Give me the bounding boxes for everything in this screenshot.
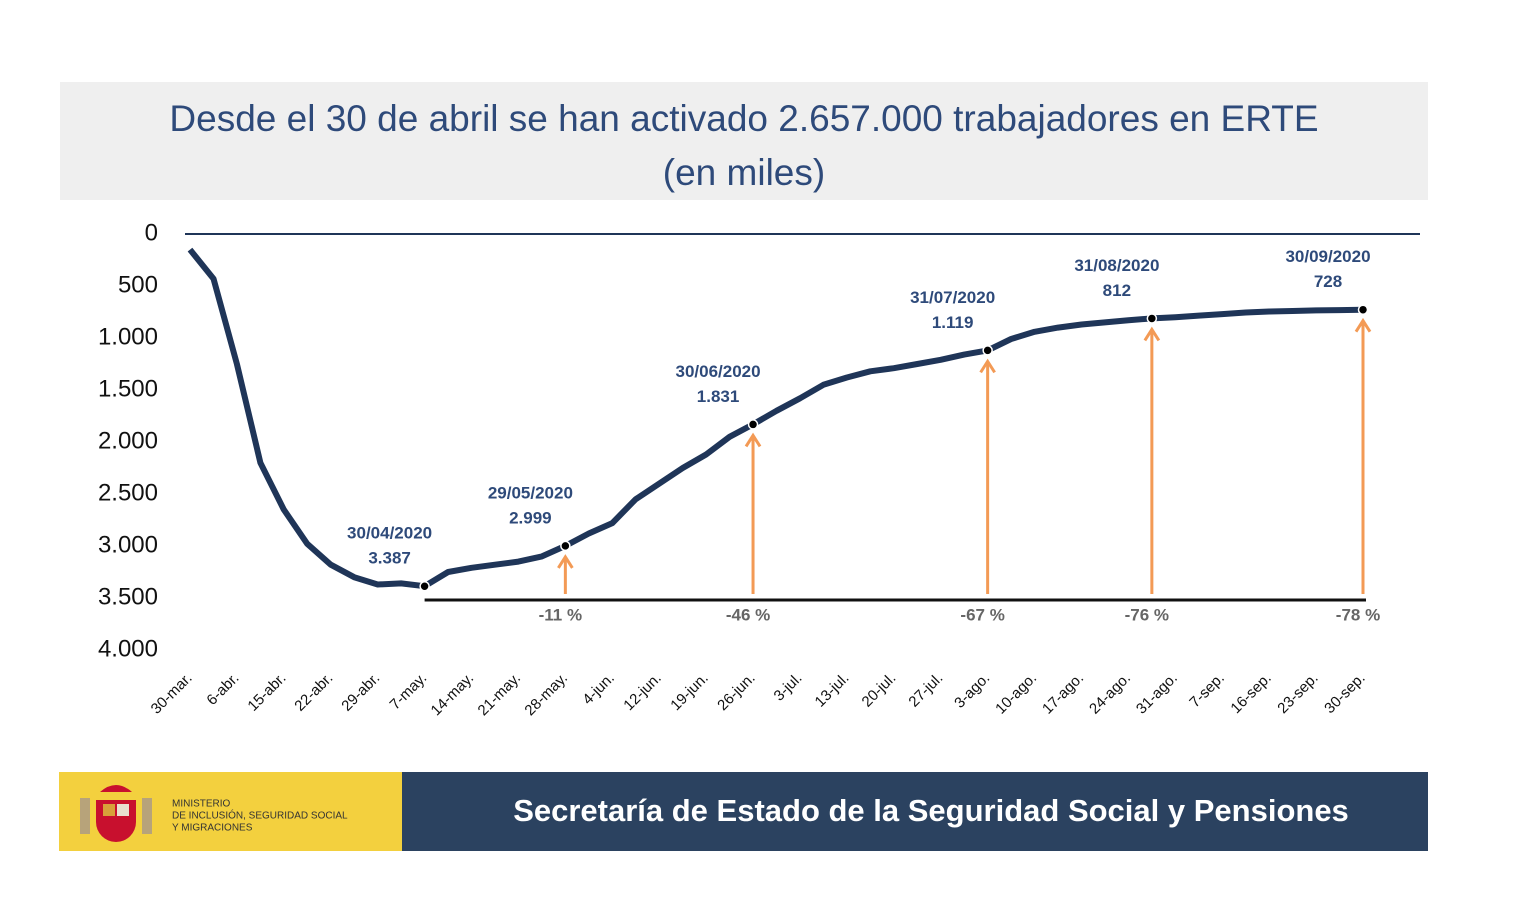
x-tick-label: 22-abr.	[291, 670, 336, 715]
annotation-point	[747, 419, 759, 430]
x-tick-label: 3-ago.	[951, 670, 993, 712]
annotation-point	[1146, 313, 1158, 324]
ministry-line: DE INCLUSIÓN, SEGURIDAD SOCIAL	[172, 809, 348, 822]
x-tick-label: 17-ago.	[1039, 670, 1087, 718]
arrow-head	[1354, 317, 1372, 333]
y-tick-label: 1.500	[98, 375, 158, 402]
change-label: -78 %	[1336, 605, 1380, 624]
chart-subtitle: (en miles)	[663, 152, 825, 193]
y-tick-label: 500	[118, 271, 158, 298]
x-tick-label: 10-ago.	[992, 670, 1040, 718]
x-tick-label: 24-ago.	[1086, 670, 1134, 718]
annotation-value: 812	[1103, 281, 1131, 300]
change-label: -11 %	[539, 605, 582, 624]
annotation-value: 1.119	[932, 313, 974, 332]
x-tick-label: 13-jul.	[812, 670, 853, 711]
x-tick-label: 19-jun.	[667, 670, 711, 714]
annotation-value: 2.999	[509, 508, 552, 527]
x-tick-label: 30-mar.	[148, 670, 196, 718]
annotation-date: 29/05/2020	[488, 483, 573, 502]
x-tick-label: 28-may.	[521, 670, 571, 720]
title-box	[60, 82, 1428, 200]
y-tick-label: 2.500	[98, 479, 158, 506]
x-tick-label: 26-jun.	[714, 670, 758, 714]
annotation-date: 31/08/2020	[1074, 256, 1159, 275]
chart-title: Desde el 30 de abril se han activado 2.6…	[169, 98, 1318, 139]
y-tick-label: 3.500	[98, 583, 158, 610]
change-label: -76 %	[1125, 605, 1169, 624]
annotation-point	[419, 580, 430, 592]
ministry-line: Y MIGRACIONES	[172, 823, 253, 834]
data-line	[187, 247, 1364, 590]
annotation-point	[982, 345, 993, 356]
x-tick-label: 16-sep.	[1227, 670, 1274, 717]
annotation-point	[560, 540, 571, 552]
annotation-value: 3.387	[368, 549, 411, 568]
x-tick-label: 6-abr.	[203, 670, 242, 709]
y-tick-label: 3.000	[98, 531, 158, 558]
annotation-date: 31/07/2020	[910, 288, 995, 307]
arrow-head	[1143, 326, 1161, 342]
arrow-head	[557, 554, 574, 569]
x-tick-label: 21-may.	[475, 670, 525, 720]
y-tick-label: 0	[145, 219, 158, 246]
x-tick-label: 7-may.	[387, 670, 431, 714]
x-tick-label: 30-sep.	[1321, 670, 1368, 717]
arrow-head	[744, 432, 762, 448]
x-tick-label: 4-jun.	[579, 670, 618, 709]
annotation-date: 30/06/2020	[675, 362, 760, 381]
x-tick-label: 3-jul.	[771, 670, 806, 705]
ministry-line: MINISTERIO	[172, 799, 231, 810]
y-tick-label: 2.000	[98, 427, 158, 454]
x-tick-label: 15-abr.	[244, 670, 289, 715]
y-tick-label: 1.000	[98, 323, 158, 350]
coat-of-arms	[80, 785, 152, 842]
annotation-point	[1357, 304, 1369, 315]
arrow-head	[979, 358, 996, 374]
annotation-value: 1.831	[697, 387, 740, 406]
x-tick-label: 12-jun.	[620, 670, 664, 714]
y-tick-label: 4.000	[98, 635, 158, 662]
annotation-value: 728	[1314, 272, 1342, 291]
x-tick-label: 20-jul.	[859, 670, 900, 711]
x-tick-label: 7-sep.	[1186, 670, 1228, 712]
x-tick-label: 31-ago.	[1133, 670, 1181, 718]
footer-text: Secretaría de Estado de la Seguridad Soc…	[513, 793, 1349, 828]
x-tick-label: 23-sep.	[1274, 670, 1321, 717]
x-tick-label: 14-may.	[428, 670, 478, 720]
footer-box	[402, 772, 1428, 851]
x-tick-label: 29-abr.	[338, 670, 383, 715]
x-tick-label: 27-jul.	[905, 670, 946, 711]
change-label: -67 %	[960, 605, 1004, 624]
change-label: -46 %	[726, 605, 770, 624]
annotation-date: 30/04/2020	[347, 524, 432, 543]
annotation-date: 30/09/2020	[1285, 247, 1370, 266]
